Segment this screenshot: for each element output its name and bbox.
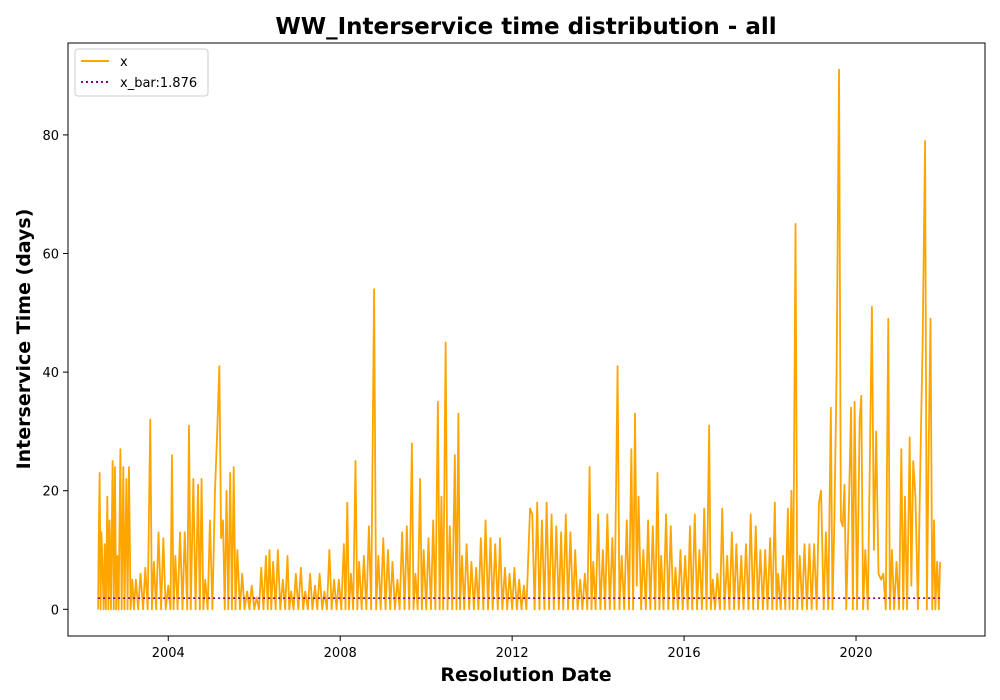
x-tick-label: 2016 bbox=[668, 646, 701, 661]
series-layer bbox=[97, 68, 941, 611]
x-tick-label: 2020 bbox=[839, 646, 872, 661]
legend-label-x: x bbox=[120, 55, 128, 70]
y-tick-label: 60 bbox=[42, 248, 59, 263]
x-axis: 2004 2008 2012 2016 2020 bbox=[152, 636, 873, 661]
y-axis-label: Interservice Time (days) bbox=[13, 209, 35, 470]
x-tick-label: 2008 bbox=[324, 646, 357, 661]
x-axis-label: Resolution Date bbox=[440, 664, 611, 686]
series-line-x bbox=[97, 68, 941, 611]
legend: x x_bar:1.876 bbox=[74, 48, 209, 97]
x-tick-label: 2012 bbox=[496, 646, 529, 661]
x-tick-label: 2004 bbox=[152, 646, 185, 661]
y-tick-label: 20 bbox=[42, 485, 59, 500]
chart-title: WW_Interservice time distribution - all bbox=[275, 14, 776, 40]
y-tick-label: 40 bbox=[42, 366, 59, 381]
legend-label-x-bar: x_bar:1.876 bbox=[120, 76, 197, 91]
y-tick-label: 0 bbox=[51, 603, 59, 618]
y-tick-label: 80 bbox=[42, 129, 59, 144]
plot-frame bbox=[67, 42, 986, 637]
y-axis: 0 20 40 60 80 bbox=[42, 129, 68, 618]
